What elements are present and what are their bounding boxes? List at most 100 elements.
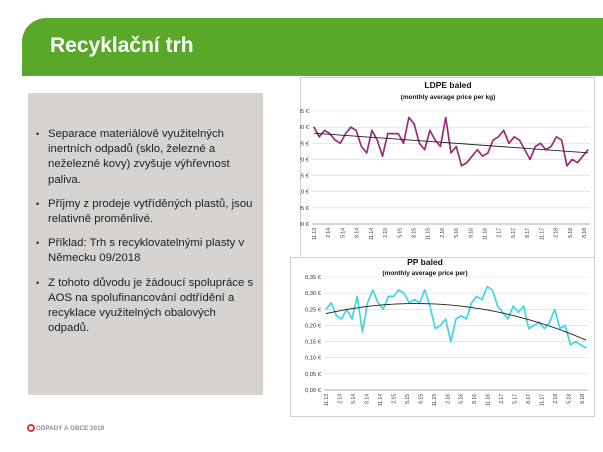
data-point	[569, 344, 571, 346]
data-point	[418, 142, 420, 144]
y-tick-label: 0,35 €	[305, 275, 322, 281]
data-point	[356, 295, 358, 297]
data-point	[533, 324, 535, 327]
data-point	[355, 129, 357, 131]
data-point	[335, 315, 337, 317]
chart-frame	[300, 77, 595, 259]
x-tick-label: 8.17	[525, 228, 531, 238]
data-point	[543, 328, 545, 330]
data-point	[564, 324, 566, 327]
data-point	[372, 289, 374, 291]
x-tick-label: 8.16	[472, 394, 478, 404]
data-point	[554, 308, 556, 310]
bullet-list: • Separace materiálově využitelných inert…	[36, 127, 258, 345]
y-tick-label: 0,35 €	[300, 109, 310, 115]
bullet-dot-icon: •	[36, 277, 40, 288]
data-point	[550, 145, 552, 148]
data-point	[528, 328, 530, 330]
bullet-dot-icon: •	[36, 238, 40, 249]
data-point	[413, 299, 415, 301]
y-tick-label: 0,20 €	[305, 323, 322, 329]
chart-subtitle: (monthly average price per)	[382, 270, 467, 277]
x-tick-label: 5.15	[397, 228, 403, 238]
y-tick-label: 0,10 €	[305, 356, 322, 362]
y-tick-label: 0,00 €	[305, 388, 322, 394]
data-point	[507, 318, 509, 320]
x-tick-label: 2.14	[326, 228, 332, 238]
x-tick-label: 2.16	[445, 394, 451, 404]
x-tick-label: 2.16	[440, 228, 446, 238]
data-point	[549, 321, 551, 323]
data-point	[366, 152, 368, 154]
x-tick-label: 8.18	[580, 394, 586, 404]
data-point	[403, 292, 405, 294]
chart-subtitle: (monthly average price per kg)	[401, 94, 496, 101]
data-point	[585, 347, 587, 349]
data-point	[523, 305, 525, 307]
data-point	[408, 116, 410, 119]
data-point	[492, 139, 494, 141]
y-tick-label: 0,05 €	[300, 206, 310, 212]
data-point	[397, 133, 399, 135]
y-tick-label: 0,30 €	[300, 125, 310, 131]
bullet-text: Separace materiálově využitelných inertn…	[48, 128, 230, 186]
pp-price-chart: PP baled (monthly average price per) 0,00 …	[290, 257, 595, 417]
data-point	[439, 145, 442, 148]
x-tick-label: 8.18	[582, 228, 588, 238]
x-tick-label: 11.14	[378, 394, 384, 406]
footer-logo-icon	[27, 424, 35, 432]
x-tick-label: 2.14	[337, 394, 343, 404]
data-point	[534, 145, 536, 148]
data-point	[481, 299, 483, 301]
x-tick-label: 5.17	[513, 394, 519, 404]
x-tick-label: 8.16	[468, 228, 474, 238]
data-point	[439, 324, 441, 327]
bullet-text: Z tohoto důvodu je žádoucí spolupráce s …	[48, 276, 254, 335]
data-point	[381, 155, 384, 157]
data-point	[387, 295, 389, 297]
data-point	[434, 328, 436, 330]
data-point	[371, 129, 373, 131]
data-point	[351, 318, 353, 320]
data-point	[424, 149, 426, 151]
data-point	[471, 302, 473, 304]
data-point	[455, 145, 457, 148]
data-point	[471, 155, 473, 157]
data-point	[434, 139, 436, 141]
data-point	[325, 308, 327, 310]
data-point	[503, 129, 505, 131]
data-point	[561, 139, 563, 141]
bullet-item: • Z tohoto důvodu je žádoucí spolupráce s…	[36, 276, 258, 337]
data-point	[445, 116, 447, 119]
data-point	[517, 311, 519, 314]
bullet-text: Příjmy z prodeje vytříděných plastů, jso…	[48, 197, 253, 226]
data-point	[580, 344, 582, 346]
data-point	[491, 289, 493, 291]
chart-frame	[290, 257, 595, 417]
x-tick-label: 8.14	[355, 228, 361, 238]
x-tick-label: 11.16	[483, 228, 489, 240]
data-point	[376, 139, 378, 141]
x-tick-label: 8.15	[418, 394, 424, 404]
data-point	[339, 142, 341, 144]
x-tick-label: 8.14	[364, 394, 370, 404]
bullet-item: • Příjmy z prodeje vytříděných plastů, js…	[36, 197, 258, 227]
data-point	[330, 302, 332, 304]
x-tick-label: 11.15	[426, 228, 432, 240]
data-point	[323, 129, 326, 131]
data-point	[576, 162, 579, 164]
data-point	[382, 308, 384, 310]
y-tick-label: 0,25 €	[300, 141, 310, 147]
bullet-dot-icon: •	[36, 198, 40, 209]
data-point	[518, 139, 521, 141]
x-tick-label: 11.14	[369, 228, 375, 240]
x-tick-label: 5.14	[340, 228, 346, 238]
data-point	[455, 318, 457, 320]
data-point	[345, 133, 347, 135]
data-point	[486, 286, 488, 288]
title-banner: Recyklační trh	[22, 18, 603, 76]
data-point	[387, 133, 389, 135]
data-point	[476, 295, 478, 297]
y-tick-label: 0,00 €	[300, 222, 310, 228]
data-point	[587, 149, 589, 151]
